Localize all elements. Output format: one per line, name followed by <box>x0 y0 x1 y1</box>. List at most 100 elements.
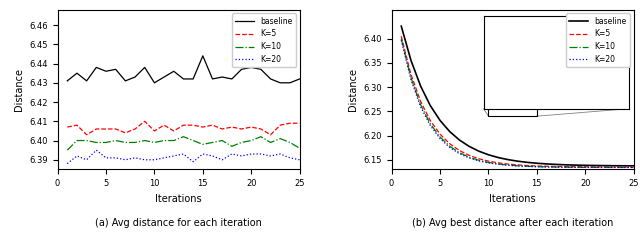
K=10 <box>436 136 444 138</box>
baseline <box>267 77 275 80</box>
baseline <box>102 70 110 73</box>
K=10 <box>122 141 129 144</box>
K=10 <box>417 103 424 106</box>
baseline <box>513 160 521 163</box>
K=5 <box>494 161 502 164</box>
baseline <box>543 162 550 165</box>
K=10 <box>189 139 197 142</box>
K=10 <box>562 166 570 169</box>
K=20 <box>160 156 168 159</box>
K=20 <box>475 159 483 162</box>
K=20 <box>446 146 454 149</box>
baseline <box>180 77 188 80</box>
K=20 <box>513 165 521 167</box>
baseline <box>475 150 483 152</box>
K=5 <box>513 163 521 166</box>
K=5 <box>102 128 110 130</box>
K=5 <box>248 126 255 129</box>
K=20 <box>426 124 434 127</box>
baseline <box>93 66 100 69</box>
K=20 <box>562 166 570 169</box>
Line: K=10: K=10 <box>67 137 300 150</box>
K=5 <box>533 165 541 167</box>
K=5 <box>276 124 284 127</box>
baseline <box>417 85 424 88</box>
K=10 <box>475 159 483 162</box>
K=20 <box>630 166 637 169</box>
Line: baseline: baseline <box>401 26 634 166</box>
K=20 <box>407 78 415 81</box>
K=10 <box>63 149 71 151</box>
baseline <box>465 145 473 148</box>
Y-axis label: Distance: Distance <box>13 68 24 111</box>
baseline <box>228 77 236 80</box>
baseline <box>572 164 579 166</box>
baseline <box>160 76 168 78</box>
baseline <box>189 77 197 80</box>
K=20 <box>122 158 129 161</box>
K=20 <box>63 162 71 165</box>
K=10 <box>504 164 511 166</box>
K=5 <box>189 124 197 127</box>
K=10 <box>296 147 303 150</box>
K=10 <box>170 139 178 142</box>
K=20 <box>397 39 405 42</box>
baseline <box>601 164 609 167</box>
K=20 <box>572 166 579 169</box>
K=5 <box>572 165 579 168</box>
K=10 <box>150 141 158 144</box>
K=10 <box>180 135 188 138</box>
K=20 <box>465 157 473 159</box>
K=20 <box>267 154 275 157</box>
K=5 <box>456 149 463 152</box>
K=5 <box>504 163 511 166</box>
K=10 <box>248 139 255 142</box>
K=20 <box>170 154 178 157</box>
Line: K=5: K=5 <box>67 121 300 135</box>
K=5 <box>257 128 265 130</box>
K=10 <box>456 151 463 154</box>
K=5 <box>209 124 216 127</box>
K=5 <box>417 100 424 103</box>
baseline <box>112 68 120 71</box>
K=10 <box>426 122 434 125</box>
K=20 <box>611 166 618 169</box>
baseline <box>237 68 245 71</box>
K=5 <box>150 129 158 132</box>
baseline <box>620 164 628 167</box>
K=5 <box>63 126 71 129</box>
K=20 <box>436 137 444 140</box>
K=20 <box>533 165 541 168</box>
K=5 <box>611 166 618 168</box>
X-axis label: Iterations: Iterations <box>156 194 202 204</box>
K=20 <box>237 154 245 157</box>
K=10 <box>552 166 560 168</box>
K=10 <box>513 164 521 167</box>
Line: K=5: K=5 <box>401 36 634 167</box>
K=20 <box>286 156 294 159</box>
K=5 <box>131 128 139 130</box>
Legend: baseline, K=5, K=10, K=20: baseline, K=5, K=10, K=20 <box>232 14 296 67</box>
Title: (b) Avg best distance after each iteration: (b) Avg best distance after each iterati… <box>412 218 613 228</box>
baseline <box>581 164 589 167</box>
K=10 <box>543 166 550 168</box>
K=20 <box>543 166 550 168</box>
K=5 <box>426 119 434 122</box>
baseline <box>73 72 81 75</box>
baseline <box>533 162 541 165</box>
Legend: baseline, K=5, K=10, K=20: baseline, K=5, K=10, K=20 <box>566 14 630 67</box>
baseline <box>494 156 502 159</box>
baseline <box>552 163 560 166</box>
K=10 <box>112 139 120 142</box>
K=20 <box>494 163 502 166</box>
K=10 <box>209 141 216 144</box>
baseline <box>397 25 405 28</box>
baseline <box>141 66 148 69</box>
K=10 <box>484 161 492 164</box>
K=10 <box>267 141 275 144</box>
K=10 <box>407 76 415 79</box>
K=20 <box>83 158 90 161</box>
K=5 <box>630 166 637 168</box>
K=20 <box>102 156 110 159</box>
K=20 <box>131 156 139 159</box>
